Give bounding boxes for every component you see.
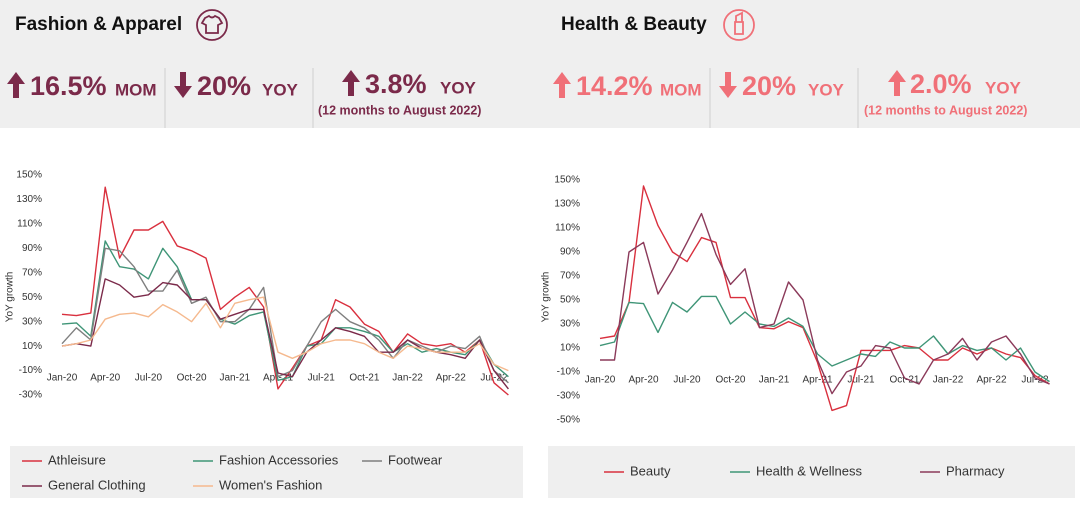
kpi-unit: MOM [115,80,157,99]
legend-label: Women's Fashion [219,477,322,492]
kpi-value: 16.5% [30,71,107,101]
y-tick-label: 110% [17,219,42,230]
series-line [600,212,1050,395]
legend-label: Health & Wellness [756,463,862,478]
panel-title: Fashion & Apparel [15,14,182,35]
tshirt-icon [196,9,228,41]
x-tick-label: Jan-21 [220,373,251,384]
arrow-up [7,72,25,98]
y-tick-label: 70% [22,267,42,278]
y-tick-label: 30% [22,316,42,327]
legend-label: Footwear [388,452,443,467]
kpi-value: 3.8% [365,69,427,99]
series-line [599,185,1050,412]
kpi-note: (12 months to August 2022) [864,103,1027,117]
kpi-unit: MOM [660,80,702,99]
y-tick-label: -50% [557,415,580,426]
arrow-down [719,72,737,98]
series-line [61,296,509,372]
y-tick-label: -30% [557,391,580,402]
panel-title: Health & Beauty [561,14,707,35]
legend-box [548,446,1075,498]
series-line [599,295,1050,383]
kpi-value: 20% [197,71,251,101]
kpi-value: 14.2% [576,71,653,101]
legend-label: Beauty [630,463,671,478]
kpi-unit: YOY [262,80,299,99]
y-axis-label: YoY growth [541,272,552,323]
x-tick-label: Oct-21 [349,373,379,384]
arrow-up [553,72,571,98]
y-tick-label: 130% [16,194,42,205]
y-tick-label: 50% [22,292,42,303]
x-tick-label: Jul-21 [847,375,875,386]
kpi-value: 20% [742,71,796,101]
header-band [0,0,1080,128]
x-tick-label: Jul-20 [135,373,163,384]
x-tick-label: Oct-20 [715,375,745,386]
y-tick-label: 150% [554,175,580,186]
x-tick-label: Oct-20 [177,373,207,384]
y-tick-label: 10% [560,343,580,354]
arrow-down [174,72,192,98]
legend-label: Athleisure [48,452,106,467]
x-tick-label: Apr-20 [628,375,658,386]
y-axis-label: YoY growth [5,272,16,323]
arrow-up [342,70,360,96]
y-tick-label: 150% [16,170,42,181]
lipstick-icon [723,9,755,41]
y-tick-label: 130% [554,199,580,210]
y-tick-label: -10% [19,365,42,376]
legend-label: General Clothing [48,477,146,492]
x-tick-label: Jul-22 [1021,375,1049,386]
x-tick-label: Jul-21 [308,373,336,384]
y-tick-label: 90% [560,247,580,258]
kpi-note: (12 months to August 2022) [318,103,481,117]
kpi-unit: YOY [808,80,845,99]
x-tick-label: Jan-22 [392,373,423,384]
y-tick-label: 90% [22,243,42,254]
legend-label: Fashion Accessories [219,452,339,467]
x-tick-label: Jul-20 [673,375,701,386]
legend-label: Pharmacy [946,463,1005,478]
x-tick-label: Jan-20 [585,375,616,386]
x-tick-label: Jul-22 [480,373,508,384]
x-tick-label: Jan-22 [933,375,964,386]
y-tick-label: 30% [560,319,580,330]
kpi-unit: YOY [985,78,1022,97]
x-tick-label: Oct-21 [889,375,919,386]
x-tick-label: Apr-22 [436,373,466,384]
y-tick-label: 70% [560,271,580,282]
x-tick-label: Jan-21 [759,375,790,386]
y-tick-label: -10% [557,367,580,378]
y-tick-label: 50% [560,295,580,306]
x-tick-label: Apr-22 [976,375,1006,386]
y-tick-label: 10% [22,341,42,352]
y-tick-label: 110% [555,223,580,234]
y-tick-label: -30% [19,390,42,401]
x-tick-label: Apr-20 [90,373,120,384]
kpi-value: 2.0% [910,69,972,99]
x-tick-label: Jan-20 [47,373,78,384]
legend-box [10,446,523,498]
x-tick-label: Apr-21 [802,375,832,386]
kpi-unit: YOY [440,78,477,97]
arrow-up [888,70,906,96]
